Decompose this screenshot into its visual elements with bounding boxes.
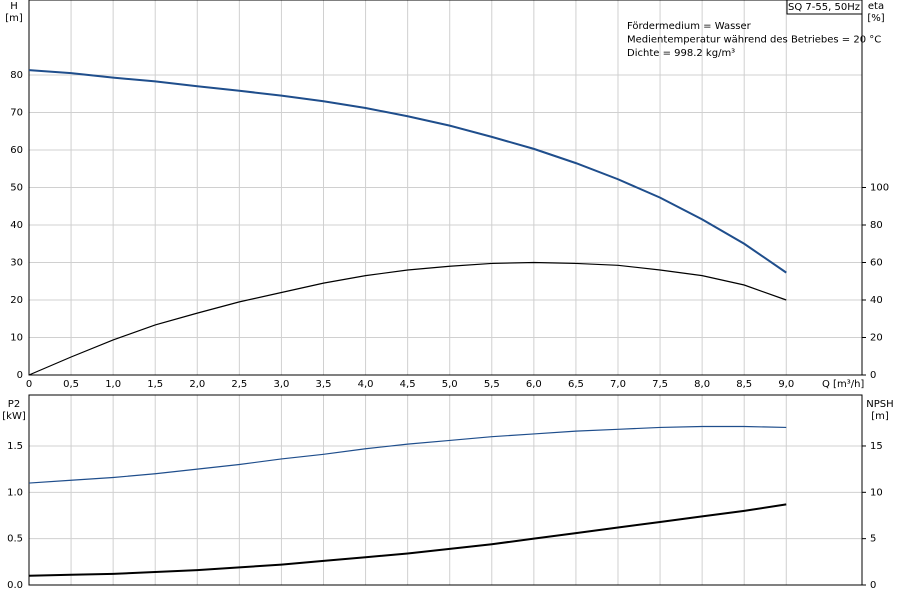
y-tick-label: 60 <box>10 145 23 156</box>
x-tick-label: 6,5 <box>568 379 584 390</box>
x-tick-label: 3,0 <box>273 379 289 390</box>
x-tick-label: 9,0 <box>778 379 794 390</box>
axis-label: Q [m³/h] <box>822 379 864 390</box>
x-tick-label: 7,0 <box>610 379 626 390</box>
x-tick-label: 1,5 <box>147 379 163 390</box>
y-tick-label: 0.5 <box>7 534 23 545</box>
axis-label: NPSH <box>866 399 893 410</box>
x-tick-label: 8,5 <box>736 379 752 390</box>
curve <box>28 69 787 274</box>
axis-label: [%] <box>867 13 884 24</box>
y-tick-label: 1.0 <box>7 487 23 498</box>
x-tick-label: 0,5 <box>63 379 79 390</box>
chart-title: SQ 7-55, 50Hz <box>788 2 860 13</box>
y-tick-label: 0.0 <box>7 580 23 591</box>
plot-frame <box>28 394 863 586</box>
annotation: Medientemperatur während des Betriebes =… <box>627 35 881 46</box>
axis-label: P2 <box>8 399 20 410</box>
y-tick-label: 80 <box>10 70 23 81</box>
y2-tick-label: 5 <box>870 534 876 545</box>
y-tick-label: 50 <box>10 183 23 194</box>
y2-tick-label: 0 <box>870 580 876 591</box>
y2-tick-label: 10 <box>870 487 883 498</box>
y2-tick-label: 60 <box>870 258 883 269</box>
y2-tick-label: 100 <box>870 183 889 194</box>
axis-label: [m] <box>871 411 889 422</box>
x-tick-label: 4,0 <box>358 379 374 390</box>
y-tick-label: 20 <box>10 295 23 306</box>
y-tick-label: 1.5 <box>7 441 23 452</box>
x-tick-label: 3,5 <box>316 379 332 390</box>
axis-label: [m] <box>5 13 23 24</box>
y2-tick-label: 40 <box>870 295 883 306</box>
axis-label: H <box>10 1 18 12</box>
title-box <box>786 0 863 15</box>
plot-frame <box>28 0 863 376</box>
x-tick-label: 6,0 <box>526 379 542 390</box>
x-tick-label: 8,0 <box>694 379 710 390</box>
x-tick-label: 2,0 <box>189 379 205 390</box>
y-tick-label: 70 <box>10 108 23 119</box>
y-tick-label: 0 <box>17 370 23 381</box>
x-tick-label: 5,0 <box>442 379 458 390</box>
annotation: Dichte = 998.2 kg/m³ <box>627 48 735 59</box>
y2-tick-label: 0 <box>870 370 876 381</box>
y-tick-label: 40 <box>10 220 23 231</box>
x-tick-label: 2,5 <box>231 379 247 390</box>
x-tick-label: 0 <box>26 379 32 390</box>
curve <box>28 425 787 484</box>
y2-tick-label: 20 <box>870 333 883 344</box>
x-tick-label: 4,5 <box>400 379 416 390</box>
curve <box>28 503 787 577</box>
y2-tick-label: 15 <box>870 441 883 452</box>
annotation: Fördermedium = Wasser <box>627 21 752 32</box>
axis-label: eta <box>868 1 884 12</box>
x-tick-label: 1,0 <box>105 379 121 390</box>
x-tick-label: 5,5 <box>484 379 500 390</box>
x-tick-label: 7,5 <box>652 379 668 390</box>
curve <box>28 261 787 376</box>
y-tick-label: 30 <box>10 258 23 269</box>
axis-label: [kW] <box>2 411 26 422</box>
y-tick-label: 10 <box>10 333 23 344</box>
y2-tick-label: 80 <box>870 220 883 231</box>
